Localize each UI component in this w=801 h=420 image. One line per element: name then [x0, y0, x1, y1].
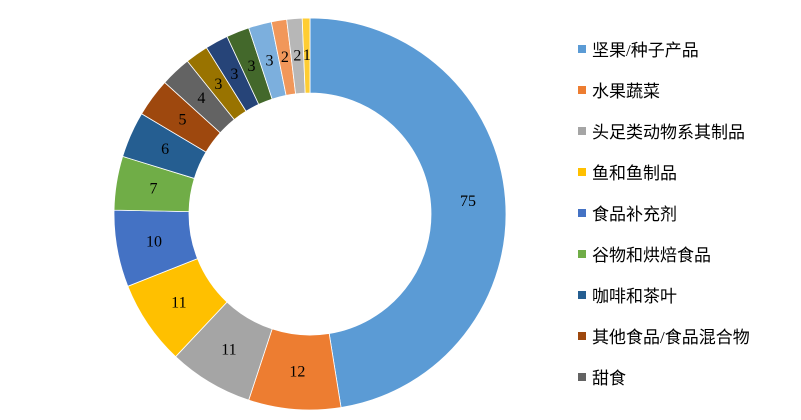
data-label: 3 [265, 52, 273, 69]
legend-swatch [578, 372, 586, 381]
legend-item: 鱼和鱼制品 [578, 151, 750, 192]
legend-label: 坚果/种子产品 [592, 41, 699, 60]
legend-swatch [578, 331, 586, 340]
data-label: 6 [161, 141, 169, 158]
legend-swatch [578, 126, 586, 135]
data-label: 11 [221, 342, 236, 359]
data-label: 1 [303, 47, 311, 64]
data-label: 7 [150, 180, 158, 197]
legend-item: 水果蔬菜 [578, 69, 750, 110]
legend-swatch [578, 249, 586, 258]
legend-label: 谷物和烘焙食品 [592, 246, 711, 265]
legend-item: 谷物和烘焙食品 [578, 233, 750, 274]
legend-swatch [578, 167, 586, 176]
data-label: 3 [230, 66, 238, 83]
legend-item: 坚果/种子产品 [578, 28, 750, 69]
legend-label: 咖啡和茶叶 [592, 287, 677, 306]
legend-swatch [578, 208, 586, 217]
legend-label: 食品补充剂 [592, 205, 677, 224]
legend-swatch [578, 290, 586, 299]
legend-item: 咖啡和茶叶 [578, 274, 750, 315]
data-label: 75 [460, 193, 476, 210]
data-label: 10 [146, 234, 162, 251]
data-label: 12 [289, 363, 305, 380]
legend-swatch [578, 85, 586, 94]
donut-slice [309, 17, 507, 408]
data-label: 3 [214, 76, 222, 93]
data-label: 11 [171, 295, 186, 312]
legend: 坚果/种子产品 水果蔬菜头足类动物系其制品 鱼和鱼制品食品补充剂谷物和烘焙食品 咖啡和… [578, 28, 750, 397]
legend-label: 水果蔬菜 [592, 82, 660, 101]
data-label: 3 [248, 58, 256, 75]
legend-item: 其他食品/食品混合物 [578, 315, 750, 356]
donut-slice [301, 17, 311, 94]
legend-swatch [578, 44, 586, 53]
legend-label: 其他食品/食品混合物 [592, 328, 750, 347]
data-label: 2 [281, 49, 289, 66]
legend-label: 甜食 [592, 369, 626, 388]
legend-item: 甜食 [578, 356, 750, 397]
legend-item: 食品补充剂 [578, 192, 750, 233]
legend-item: 头足类动物系其制品 [578, 110, 750, 151]
data-label: 2 [293, 48, 301, 65]
legend-label: 鱼和鱼制品 [592, 164, 677, 183]
data-label: 5 [179, 111, 187, 128]
legend-label: 头足类动物系其制品 [592, 123, 745, 142]
data-label: 4 [197, 90, 205, 107]
